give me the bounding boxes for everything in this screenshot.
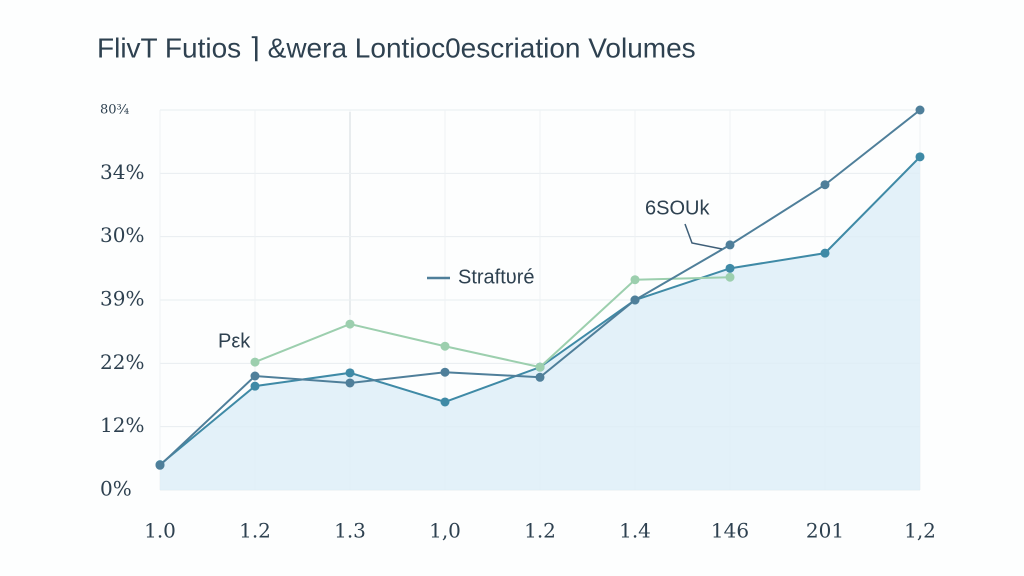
point [440,341,450,351]
legend-label: Straftυré [458,266,535,288]
x-tick-label: 1,2 [904,519,936,543]
y-tick-label: 34% [100,160,144,184]
y-tick-label: 22% [100,350,144,374]
point [820,248,830,258]
point [630,275,640,285]
area [160,156,920,490]
series-line [254,276,731,369]
y-tick-label: 30% [100,223,144,247]
point [345,378,355,388]
annotation: Pεk [218,330,251,352]
point [535,362,545,372]
y-tick-label: 0% [100,477,132,501]
x-tick-label: 146 [711,519,749,543]
point [535,372,545,382]
point [630,295,640,305]
x-tick-label: 1.3 [334,519,366,543]
point [440,367,450,377]
x-tick-label: 201 [806,519,844,543]
chart-title: FlivT Futios ⌉ &wera Lontioc0escriation … [97,32,696,63]
x-tick-label: 1.0 [144,519,176,543]
x-tick-label: 1.4 [619,519,651,543]
point [725,272,735,282]
point [345,368,355,378]
x-tick-label: 1.2 [524,519,556,543]
point [250,381,260,391]
point [250,371,260,381]
annotation: 6SOUk [645,197,710,219]
x-tick-label: 1.2 [239,519,271,543]
point [155,460,165,470]
point [820,180,830,190]
point [345,319,355,329]
point [725,263,735,273]
annotation-leader [684,223,723,250]
y-tick-label: 39% [100,287,144,311]
point [440,397,450,407]
point [725,240,735,250]
y-tick-label: 12% [100,413,144,437]
point [250,357,260,367]
point [915,152,925,162]
y-tick-label: 80¾ [100,103,130,118]
point [915,105,925,115]
x-tick-label: 1,0 [429,519,461,543]
